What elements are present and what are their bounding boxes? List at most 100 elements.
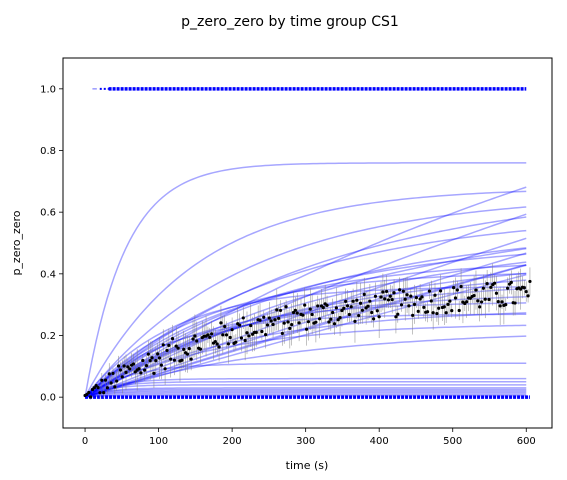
data-point [504, 303, 508, 307]
data-point [165, 348, 169, 353]
data-point [185, 352, 190, 356]
data-point [526, 294, 530, 298]
mean-points [83, 263, 532, 400]
data-point [170, 336, 175, 341]
fit-curve-34 [84, 390, 527, 398]
data-point [282, 321, 286, 325]
data-point [254, 330, 258, 334]
data-point [528, 279, 532, 284]
fit-curve-23 [84, 237, 527, 398]
data-point [131, 362, 136, 366]
data-point [167, 343, 171, 347]
data-point [329, 317, 333, 321]
data-point [418, 297, 422, 301]
data-point [189, 357, 193, 361]
data-point [224, 333, 229, 337]
data-point [396, 312, 400, 316]
data-point [425, 310, 430, 314]
data-point [249, 323, 253, 328]
y-tick-label: 1.0 [40, 84, 56, 95]
data-point [327, 320, 331, 324]
y-tick-label: 0.8 [40, 146, 56, 157]
x-tick-label: 400 [370, 436, 389, 447]
x-axis-label: time (s) [286, 459, 329, 472]
data-point [366, 304, 370, 308]
fit-curve-32 [84, 387, 527, 398]
data-point [247, 334, 251, 338]
data-point [107, 372, 111, 376]
data-point [156, 352, 160, 356]
data-point [262, 315, 266, 319]
data-point [124, 370, 128, 374]
data-point [332, 322, 337, 326]
plot-area [62, 57, 553, 429]
fit-curve-31 [84, 384, 527, 398]
fit-curve-28 [84, 362, 527, 398]
data-point [442, 305, 446, 309]
data-point [286, 320, 290, 324]
data-point [120, 375, 124, 379]
x-tick-label: 200 [223, 436, 242, 447]
data-point [157, 356, 162, 360]
data-point [176, 346, 180, 350]
data-point [260, 329, 264, 334]
data-point [92, 386, 96, 390]
data-point [472, 293, 476, 298]
data-point [334, 306, 338, 310]
fit-curve-2 [84, 206, 527, 398]
data-point [452, 286, 456, 290]
data-point [295, 311, 299, 315]
data-point [303, 303, 307, 307]
data-point [237, 323, 242, 327]
data-point [509, 280, 513, 284]
data-point [258, 318, 262, 322]
data-point [94, 383, 98, 388]
data-point [360, 308, 365, 312]
data-point [373, 294, 378, 298]
data-point [457, 308, 461, 313]
data-point [195, 339, 199, 343]
fit-curve-10 [84, 264, 527, 398]
data-point [414, 296, 418, 300]
y-tick-label: 0.4 [40, 269, 56, 280]
data-point [277, 316, 281, 320]
data-point [481, 286, 486, 290]
fit-curve-24 [84, 252, 527, 398]
x-tick-label: 100 [149, 436, 168, 447]
data-point [230, 328, 234, 332]
data-point [182, 347, 186, 352]
data-point [522, 286, 526, 290]
fit-curve-35 [84, 391, 527, 398]
data-point [139, 371, 143, 375]
data-point [498, 304, 502, 308]
data-point [102, 391, 106, 395]
data-point [243, 338, 247, 343]
y-tick-label: 0.6 [40, 208, 56, 219]
data-point [159, 363, 163, 367]
data-point [494, 291, 499, 295]
data-point [422, 305, 426, 309]
data-point [371, 317, 376, 321]
fit-curve-3 [84, 216, 527, 398]
data-point [479, 300, 484, 304]
data-point [169, 357, 173, 361]
data-point [433, 293, 437, 297]
data-point [161, 343, 165, 347]
data-point [316, 304, 320, 308]
data-point [345, 304, 350, 308]
data-point [347, 312, 351, 317]
data-point [476, 299, 480, 303]
data-point [485, 282, 489, 286]
data-point [401, 289, 405, 293]
data-point [355, 298, 359, 302]
data-point [386, 298, 391, 302]
data-point [223, 324, 227, 329]
data-point [450, 308, 454, 313]
data-point [113, 385, 117, 389]
data-point [144, 364, 149, 368]
constant-lines [85, 87, 530, 399]
data-point [143, 368, 147, 372]
data-point [265, 323, 270, 327]
data-point [87, 390, 91, 395]
